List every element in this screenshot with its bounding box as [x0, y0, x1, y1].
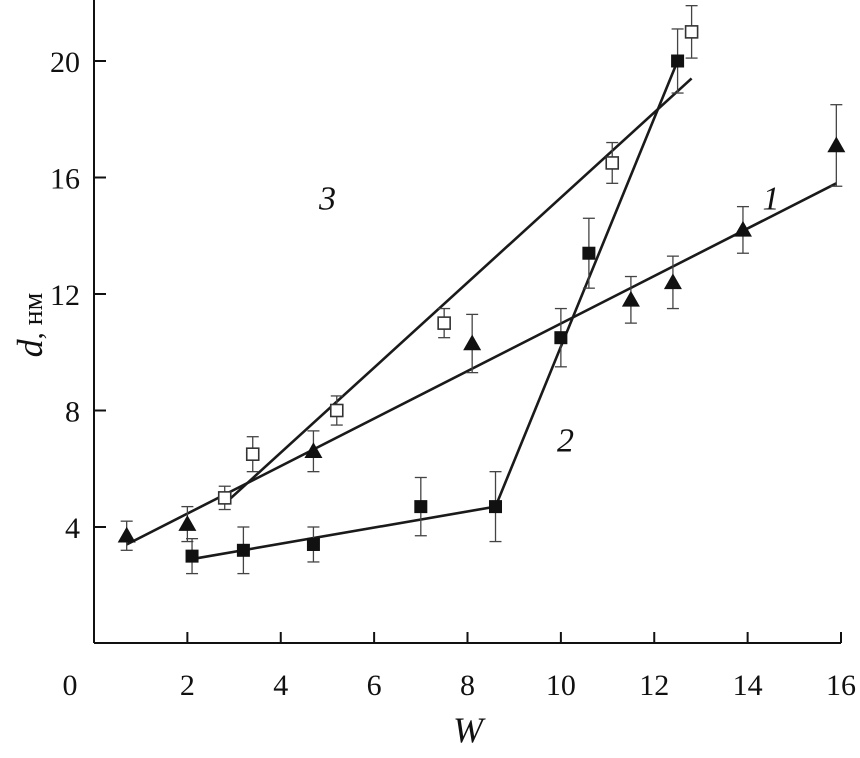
- x-tick-label: 12: [639, 669, 669, 702]
- data-point-series-1: [733, 220, 752, 237]
- data-point-series-1: [827, 136, 846, 153]
- x-tick-label: 14: [733, 669, 763, 702]
- data-point-series-2: [554, 331, 568, 345]
- data-point-series-3: [329, 403, 344, 418]
- data-point-series-1: [463, 334, 482, 351]
- y-tick-label: 12: [50, 279, 80, 312]
- y-tick-label: 16: [50, 163, 80, 196]
- x-axis-title: W: [453, 710, 486, 750]
- data-point-series-3: [217, 491, 232, 505]
- data-point-series-2: [306, 537, 320, 551]
- data-point-series-1: [621, 290, 640, 307]
- series-label-3: 3: [318, 181, 336, 218]
- fit-lines: [126, 60, 837, 561]
- fit-line-series-2: [494, 60, 679, 508]
- series-labels: 1 2 3: [318, 181, 780, 460]
- error-bars: [120, 5, 843, 575]
- data-point-series-2: [236, 543, 250, 557]
- x-tick-label: 0: [63, 669, 78, 702]
- x-tick-label: 4: [273, 669, 288, 702]
- y-ticks: 4 8 12 16 20: [50, 46, 106, 545]
- x-tick-label: 6: [367, 669, 382, 702]
- y-tick-label: 4: [65, 512, 80, 545]
- data-point-series-2: [582, 246, 596, 260]
- data-point-series-3: [437, 316, 451, 330]
- y-tick-label: 20: [50, 46, 80, 79]
- data-point-series-2: [185, 549, 199, 563]
- axes-group: [93, 0, 841, 644]
- data-point-series-1: [178, 515, 197, 531]
- x-tick-label: 10: [546, 669, 576, 702]
- x-tick-label: 16: [826, 669, 856, 702]
- series-label-1: 1: [762, 181, 779, 218]
- fit-line-series-3: [223, 77, 693, 505]
- data-point-series-2: [489, 500, 503, 514]
- data-point-series-3: [605, 156, 620, 170]
- y-tick-label: 8: [65, 396, 80, 429]
- data-point-series-2: [414, 500, 428, 514]
- x-tick-label: 2: [180, 669, 195, 702]
- data-point-series-3: [684, 25, 699, 39]
- x-tick-label: 8: [460, 669, 475, 702]
- data-point-series-1: [663, 273, 682, 290]
- y-axis-title: d: [10, 338, 50, 357]
- data-markers: [117, 25, 846, 563]
- fit-line-series-1: [126, 182, 837, 546]
- data-point-series-2: [671, 54, 685, 68]
- data-point-series-3: [245, 447, 260, 461]
- data-point-series-1: [117, 526, 136, 543]
- x-ticks: 0 2 4 6 8 10 12 14 16: [63, 632, 856, 702]
- y-axis-unit: , нм: [18, 292, 49, 339]
- data-point-series-1: [304, 442, 323, 459]
- y-axis-title-group: d, нм: [10, 292, 50, 357]
- svg-text:d, нм: d, нм: [10, 292, 50, 357]
- series-label-2: 2: [557, 422, 574, 459]
